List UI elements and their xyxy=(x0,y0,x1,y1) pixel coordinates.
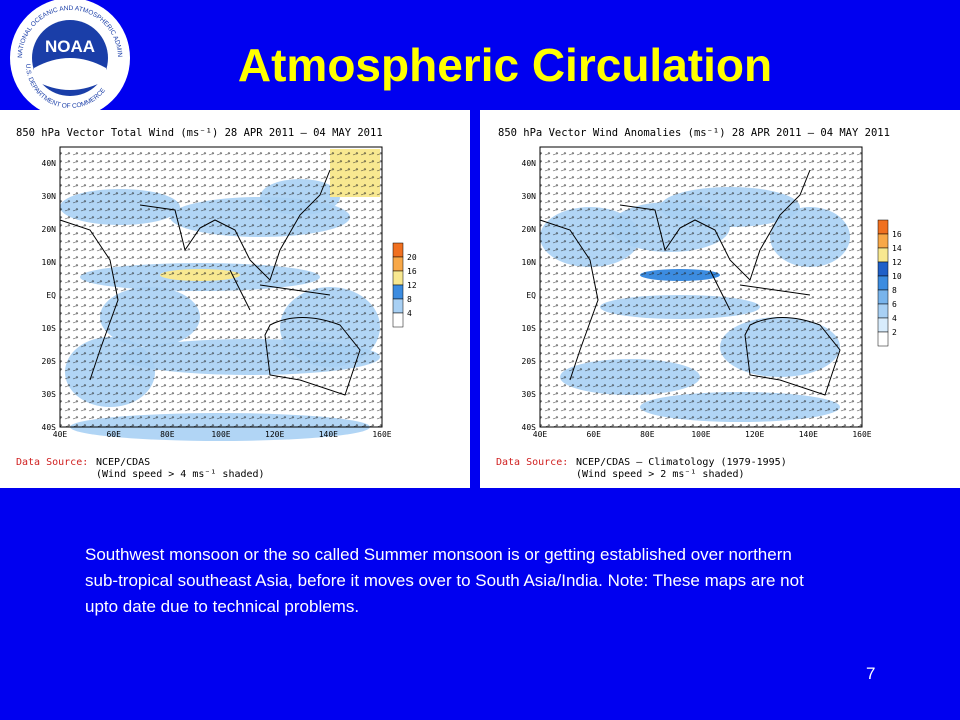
source-note: (Wind speed > 4 ms⁻¹ shaded) xyxy=(96,469,265,480)
colorbar-box xyxy=(877,261,889,277)
lon-label: 80E xyxy=(640,430,655,439)
lat-label: EQ xyxy=(46,291,56,300)
colorbar-label: 10 xyxy=(892,272,902,281)
colorbar-label: 16 xyxy=(892,230,902,239)
page-number: 7 xyxy=(866,664,876,683)
lon-label: 80E xyxy=(160,430,175,439)
colorbar-box xyxy=(877,247,889,263)
lat-label: 30S xyxy=(522,390,537,399)
lat-label: 10S xyxy=(522,324,537,333)
colorbar-box xyxy=(392,270,404,286)
lat-label: 40S xyxy=(522,423,537,432)
source-label: Data Source: xyxy=(496,457,568,468)
wind-vectors xyxy=(60,147,382,427)
panel-title: 850 hPa Vector Total Wind (ms⁻¹) 28 APR … xyxy=(16,127,383,139)
map-panel: 850 hPa Vector Total Wind (ms⁻¹) 28 APR … xyxy=(0,110,470,488)
wind-vectors xyxy=(540,147,862,427)
lon-label: 140E xyxy=(799,430,818,439)
lat-label: 10S xyxy=(42,324,57,333)
lat-label: 40S xyxy=(42,423,57,432)
lat-label: 20S xyxy=(522,357,537,366)
colorbar-label: 12 xyxy=(407,281,417,290)
source: NCEP/CDAS xyxy=(96,457,150,468)
colorbar-box xyxy=(392,284,404,300)
logo: NOAA NATIONAL OCEANIC AND ATMOSPHERIC AD… xyxy=(0,0,130,118)
colorbar-box xyxy=(877,303,889,319)
map-frame xyxy=(59,146,383,428)
logo-bird xyxy=(34,58,106,90)
map-frame xyxy=(539,146,863,428)
lon-label: 120E xyxy=(265,430,284,439)
colorbar-label: 4 xyxy=(407,309,412,318)
lon-label: 60E xyxy=(106,430,121,439)
lat-label: 20N xyxy=(42,225,57,234)
colorbar-label: 12 xyxy=(892,258,902,267)
lat-label: 10N xyxy=(522,258,537,267)
lat-label: 20N xyxy=(522,225,537,234)
colorbar-label: 8 xyxy=(892,286,897,295)
lat-label: EQ xyxy=(526,291,536,300)
body-text: Southwest monsoon or the so called Summe… xyxy=(85,545,804,616)
colorbar-box xyxy=(392,312,404,328)
lat-label: 30N xyxy=(522,192,537,201)
colorbar-box xyxy=(877,317,889,333)
lat-label: 20S xyxy=(42,357,57,366)
source-note: (Wind speed > 2 ms⁻¹ shaded) xyxy=(576,469,745,480)
lon-label: 60E xyxy=(586,430,601,439)
colorbar-box xyxy=(877,219,889,235)
map-panel: 850 hPa Vector Wind Anomalies (ms⁻¹) 28 … xyxy=(480,110,960,488)
coastline xyxy=(59,169,361,396)
lon-label: 160E xyxy=(372,430,391,439)
colorbar-box xyxy=(877,233,889,249)
lon-label: 160E xyxy=(852,430,871,439)
lat-label: 30S xyxy=(42,390,57,399)
slide-title: Atmospheric Circulation xyxy=(237,39,773,91)
colorbar-label: 16 xyxy=(407,267,417,276)
source-label: Data Source: xyxy=(16,457,88,468)
lat-label: 30N xyxy=(42,192,57,201)
colorbar-box xyxy=(392,242,404,258)
colorbar-box xyxy=(877,275,889,291)
lat-label: 40N xyxy=(42,159,57,168)
lat-label: 40N xyxy=(522,159,537,168)
logo-text: NOAA xyxy=(45,37,95,56)
colorbar-box xyxy=(392,256,404,272)
lon-label: 40E xyxy=(533,430,548,439)
lon-label: 40E xyxy=(53,430,68,439)
colorbar-label: 2 xyxy=(892,328,897,337)
colorbar-label: 20 xyxy=(407,253,417,262)
panel-title: 850 hPa Vector Wind Anomalies (ms⁻¹) 28 … xyxy=(498,127,890,139)
lat-label: 10N xyxy=(42,258,57,267)
colorbar-label: 14 xyxy=(892,244,902,253)
lon-label: 100E xyxy=(211,430,230,439)
maps: 850 hPa Vector Total Wind (ms⁻¹) 28 APR … xyxy=(0,110,960,488)
lon-label: 140E xyxy=(319,430,338,439)
colorbar-label: 8 xyxy=(407,295,412,304)
colorbar-box xyxy=(877,331,889,347)
coastline xyxy=(539,169,841,396)
source: NCEP/CDAS – Climatology (1979-1995) xyxy=(576,457,787,468)
colorbar-box xyxy=(392,298,404,314)
colorbar-label: 6 xyxy=(892,300,897,309)
colorbar-box xyxy=(877,289,889,305)
lon-label: 120E xyxy=(745,430,764,439)
colorbar-label: 4 xyxy=(892,314,897,323)
lon-label: 100E xyxy=(691,430,710,439)
